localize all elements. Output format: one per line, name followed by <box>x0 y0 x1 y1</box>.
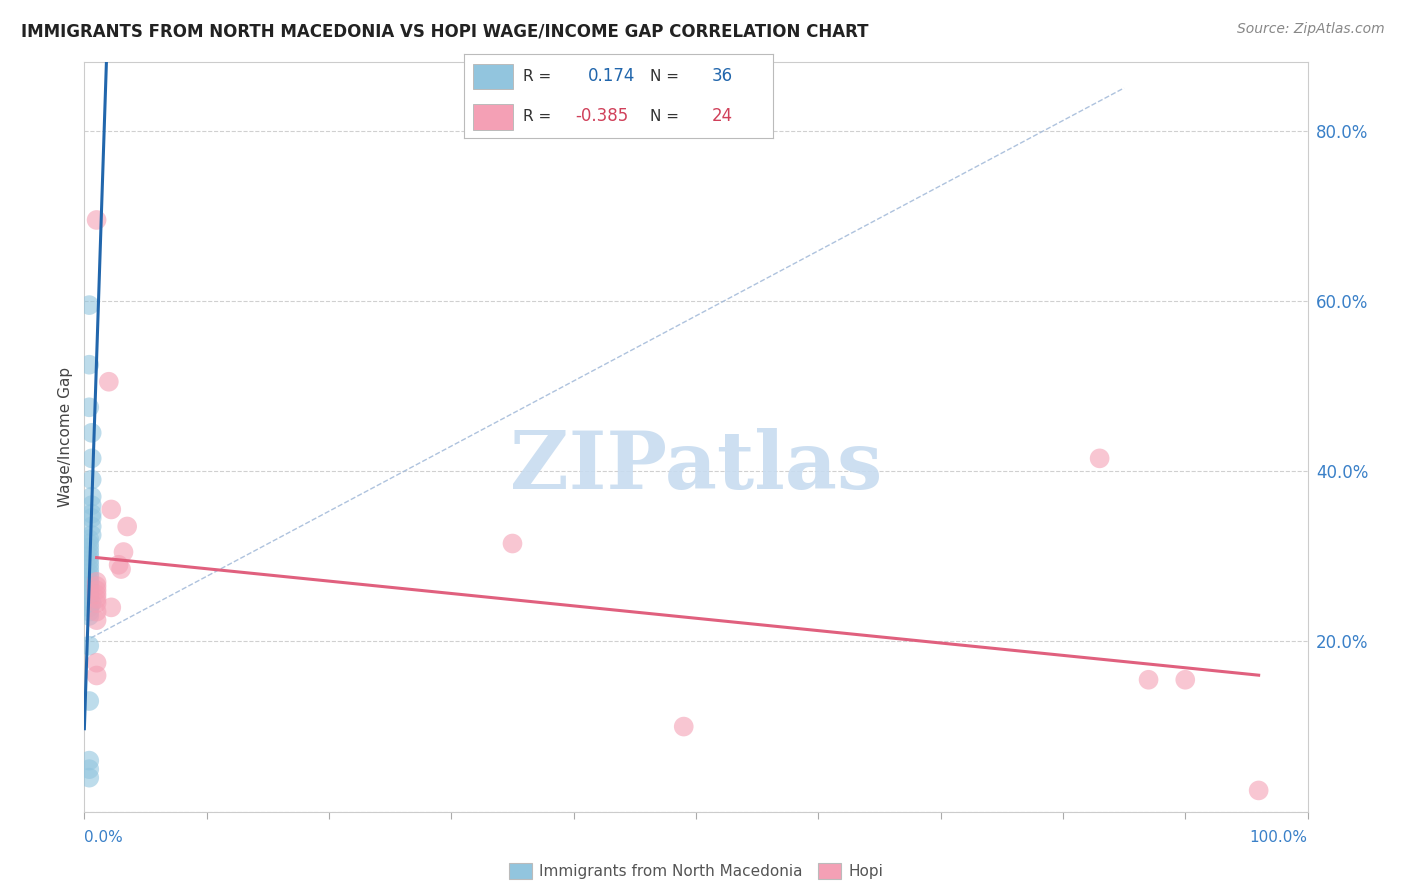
Point <box>115 519 138 533</box>
Point <box>77 639 100 653</box>
Legend: Immigrants from North Macedonia, Hopi: Immigrants from North Macedonia, Hopi <box>502 857 890 885</box>
Point <box>80 490 103 504</box>
Point <box>80 596 103 610</box>
Point <box>86 213 108 227</box>
Point <box>77 588 100 602</box>
Text: -0.385: -0.385 <box>575 107 628 125</box>
Point <box>77 545 100 559</box>
Point <box>77 771 100 785</box>
Text: R =: R = <box>523 109 555 124</box>
Point <box>100 502 122 516</box>
Text: 0.0%: 0.0% <box>84 830 124 846</box>
Point <box>77 358 100 372</box>
Text: 100.0%: 100.0% <box>1250 830 1308 846</box>
Point <box>80 425 103 440</box>
Point <box>77 566 100 581</box>
Point <box>77 605 100 619</box>
Point <box>80 498 103 512</box>
Point <box>77 541 100 555</box>
Text: 24: 24 <box>711 107 733 125</box>
Point <box>80 507 103 521</box>
Point <box>80 511 103 525</box>
Point <box>77 600 100 615</box>
Text: N =: N = <box>650 69 683 84</box>
Point <box>1137 673 1160 687</box>
Point <box>77 762 100 776</box>
Point <box>77 608 100 623</box>
FancyBboxPatch shape <box>474 104 513 130</box>
Text: IMMIGRANTS FROM NORTH MACEDONIA VS HOPI WAGE/INCOME GAP CORRELATION CHART: IMMIGRANTS FROM NORTH MACEDONIA VS HOPI … <box>21 22 869 40</box>
Y-axis label: Wage/Income Gap: Wage/Income Gap <box>58 367 73 508</box>
Point <box>77 583 100 598</box>
Text: Source: ZipAtlas.com: Source: ZipAtlas.com <box>1237 22 1385 37</box>
Point <box>107 558 129 572</box>
Point <box>86 613 108 627</box>
Point <box>77 571 100 585</box>
Text: N =: N = <box>650 109 683 124</box>
Point <box>77 549 100 564</box>
Point <box>86 668 108 682</box>
Point <box>80 519 103 533</box>
Point <box>86 596 108 610</box>
Point <box>1174 673 1197 687</box>
Point <box>1088 451 1111 466</box>
Point <box>110 562 132 576</box>
FancyBboxPatch shape <box>474 63 513 89</box>
Point <box>86 591 108 606</box>
Point <box>97 375 120 389</box>
Text: ZIPatlas: ZIPatlas <box>510 428 882 506</box>
Point <box>77 591 100 606</box>
Point <box>77 298 100 312</box>
Point <box>672 720 695 734</box>
Text: 36: 36 <box>711 68 733 86</box>
Point <box>100 600 122 615</box>
Point <box>1247 783 1270 797</box>
Point <box>77 533 100 547</box>
Point <box>86 574 108 589</box>
Point <box>77 579 100 593</box>
Point <box>86 583 108 598</box>
Point <box>77 553 100 567</box>
Point <box>502 536 524 550</box>
Point <box>80 528 103 542</box>
Point <box>77 574 100 589</box>
Point <box>77 558 100 572</box>
Point <box>86 605 108 619</box>
Point <box>86 588 108 602</box>
Point <box>80 473 103 487</box>
Point <box>77 754 100 768</box>
Point <box>86 656 108 670</box>
Text: R =: R = <box>523 69 555 84</box>
Text: 0.174: 0.174 <box>588 68 636 86</box>
Point <box>80 451 103 466</box>
Point <box>77 562 100 576</box>
Point <box>77 536 100 550</box>
Point <box>112 545 135 559</box>
Point <box>77 401 100 415</box>
Point <box>77 694 100 708</box>
Point <box>86 579 108 593</box>
